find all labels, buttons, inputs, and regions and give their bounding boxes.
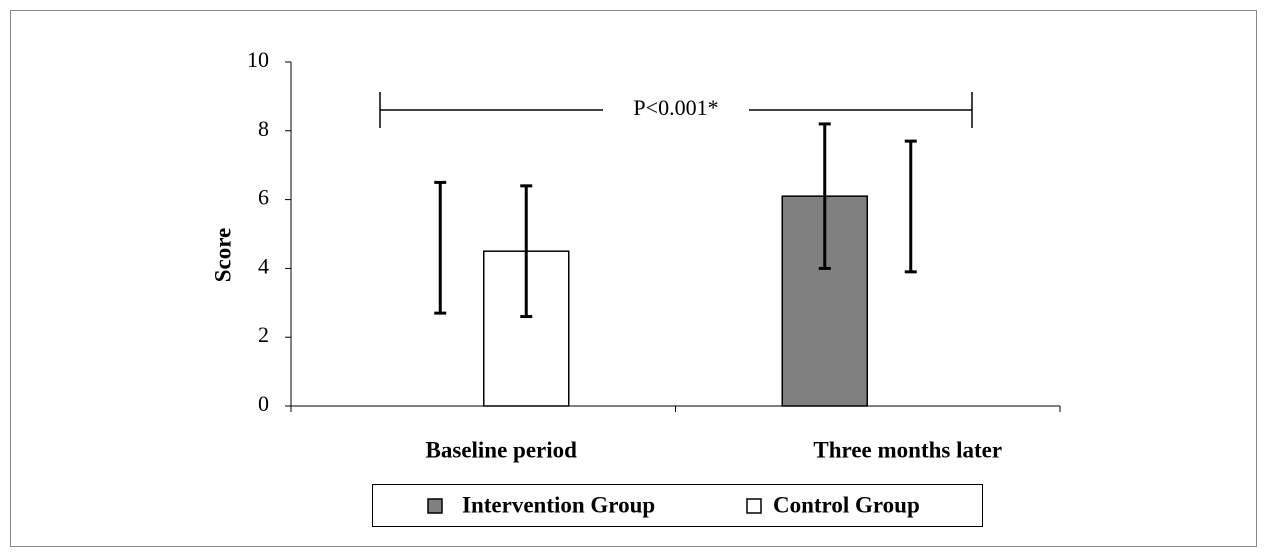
legend-label: Intervention Group <box>462 492 655 517</box>
x-tick-label: Baseline period <box>426 437 578 462</box>
legend-swatch <box>746 498 762 514</box>
y-tick-label: 8 <box>258 116 269 141</box>
y-tick-label: 4 <box>258 253 269 278</box>
legend-swatch <box>427 498 443 514</box>
legend-box <box>372 484 983 527</box>
y-tick-label: 10 <box>247 47 269 72</box>
x-tick-label: Three months later <box>813 437 1002 462</box>
annotation-bg <box>603 96 749 124</box>
annotation: P<0.001* <box>633 95 718 120</box>
y-tick-label: 0 <box>258 391 269 416</box>
y-tick-label: 2 <box>258 322 269 347</box>
frame <box>10 10 1257 547</box>
y-tick-label: 6 <box>258 185 269 210</box>
legend-label: Control Group <box>773 492 920 517</box>
y-axis-label: Score <box>210 228 235 283</box>
